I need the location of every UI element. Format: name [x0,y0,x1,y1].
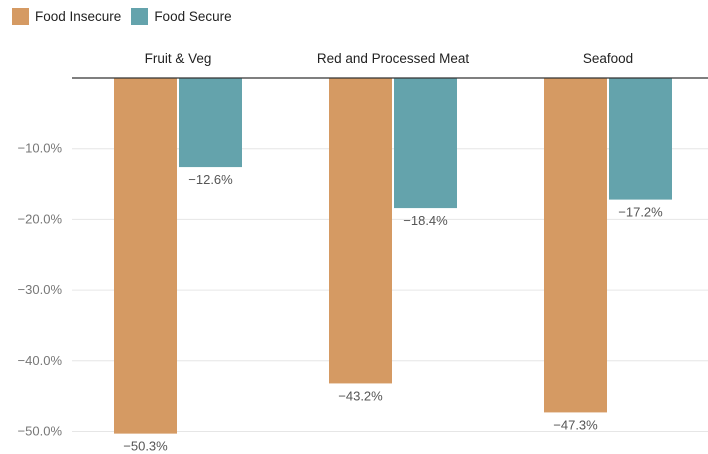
bar [179,78,242,168]
chart-legend: Food Insecure Food Secure [12,8,232,25]
legend-swatch-food-secure [131,8,149,25]
data-label: −17.2% [618,205,663,220]
y-tick-label: −20.0% [18,211,63,226]
y-tick-label: −30.0% [18,282,63,297]
bar [544,78,607,413]
data-label: −12.6% [188,172,233,187]
y-tick-label: −40.0% [18,353,63,368]
legend-label-food-insecure: Food Insecure [35,9,122,24]
data-label: −47.3% [553,417,598,432]
category-label: Fruit & Veg [145,51,212,66]
data-label: −43.2% [338,388,383,403]
bar [329,78,392,384]
legend-label-food-secure: Food Secure [154,9,232,24]
bar [609,78,672,200]
legend-item-food-secure: Food Secure [131,8,232,25]
category-label: Red and Processed Meat [317,51,470,66]
data-label: −18.4% [403,213,448,228]
bar [114,78,177,434]
data-label: −50.3% [123,439,168,454]
category-label: Seafood [583,51,633,66]
y-tick-label: −10.0% [18,141,63,156]
legend-item-food-insecure: Food Insecure [12,8,121,25]
y-tick-label: −50.0% [18,424,63,439]
bar [394,78,457,209]
legend-swatch-food-insecure [12,8,29,25]
